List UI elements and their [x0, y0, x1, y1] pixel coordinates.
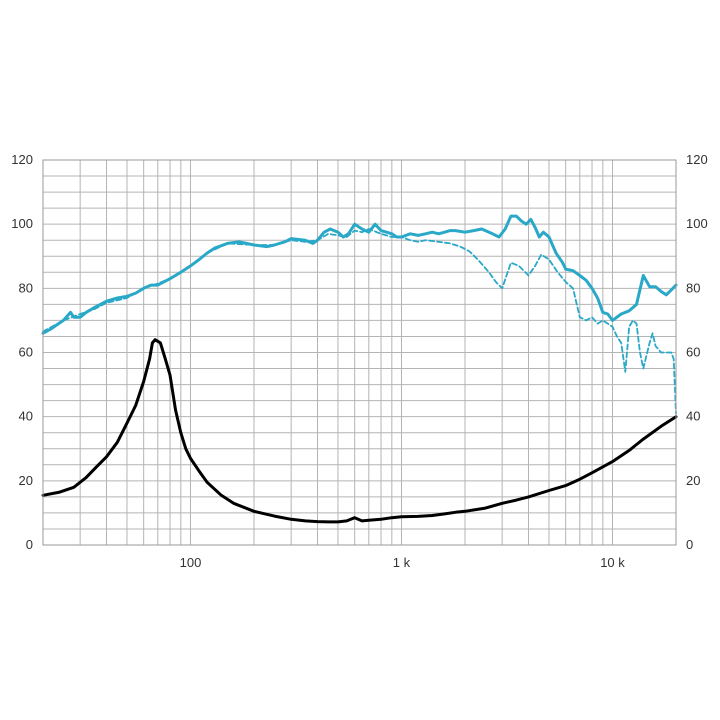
y-tick-label-left: 60 [19, 345, 33, 360]
grid [43, 160, 676, 545]
plot-frame [42, 159, 677, 546]
y-tick-label-right: 0 [686, 537, 693, 552]
y-tick-label-right: 120 [686, 152, 708, 167]
y-tick-label-right: 20 [686, 473, 700, 488]
series-group [41, 214, 678, 524]
y-tick-label-left: 100 [11, 216, 33, 231]
y-tick-label-left: 40 [19, 409, 33, 424]
x-tick-label: 100 [180, 555, 202, 570]
series-line-spl-on-axis [41, 214, 678, 335]
x-tick-label: 10 k [600, 555, 625, 570]
tick-labels: 0 0 20 20 40 40 60 60 80 80 100 100 120 120 100 1 k 10 k [11, 152, 707, 570]
series-line-impedance [41, 338, 678, 524]
y-tick-label-left: 120 [11, 152, 33, 167]
x-tick-label: 1 k [393, 555, 411, 570]
series-line-spl-off-axis [42, 228, 677, 415]
y-tick-label-left: 0 [26, 537, 33, 552]
y-tick-label-right: 80 [686, 280, 700, 295]
y-tick-label-left: 20 [19, 473, 33, 488]
y-tick-label-right: 60 [686, 345, 700, 360]
y-tick-label-right: 40 [686, 409, 700, 424]
y-tick-label-left: 80 [19, 280, 33, 295]
y-tick-label-right: 100 [686, 216, 708, 231]
